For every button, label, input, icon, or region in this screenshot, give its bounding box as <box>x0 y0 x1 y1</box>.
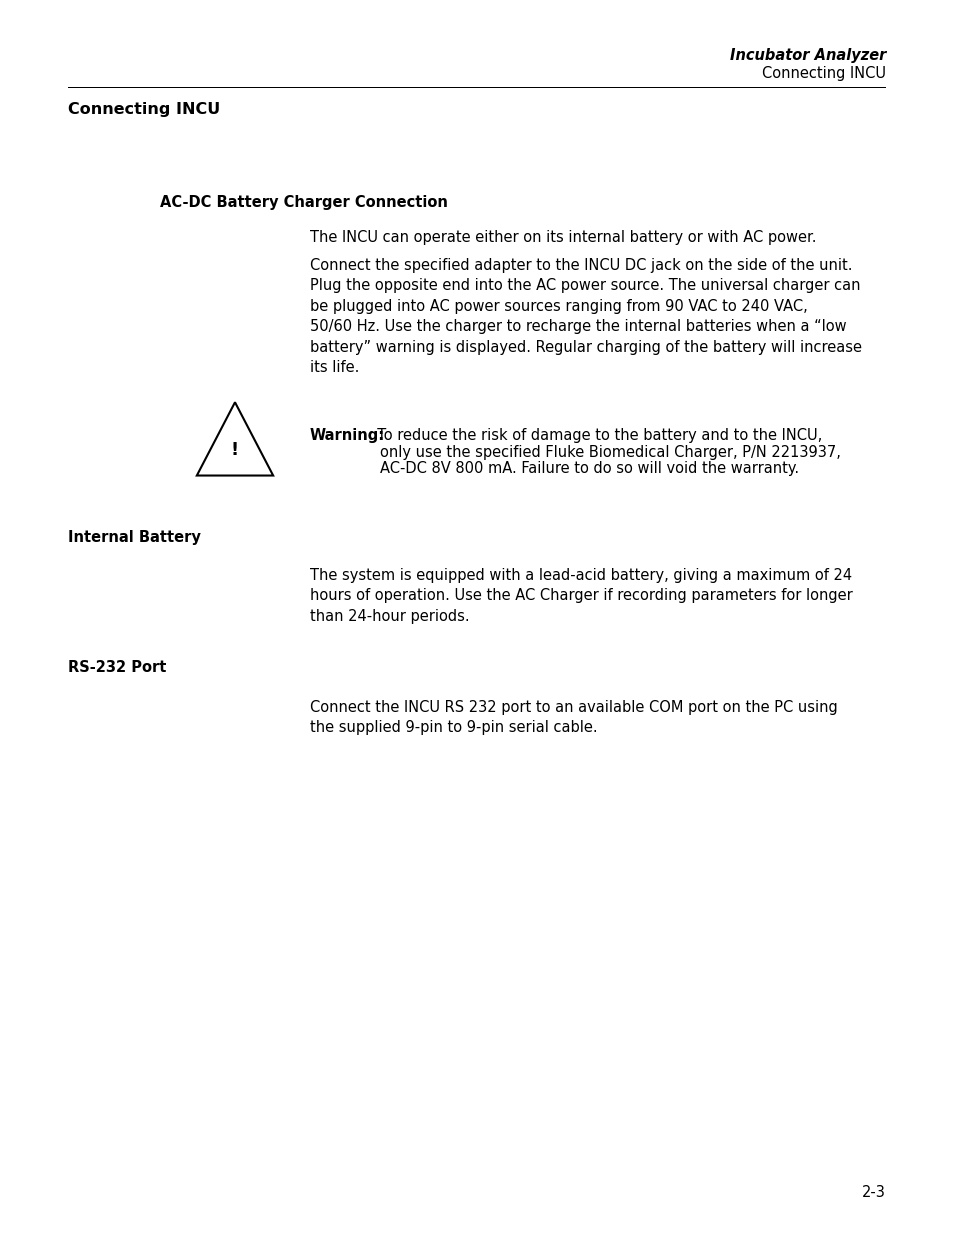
Text: The system is equipped with a lead-acid battery, giving a maximum of 24
hours of: The system is equipped with a lead-acid … <box>310 568 852 624</box>
Text: The INCU can operate either on its internal battery or with AC power.: The INCU can operate either on its inter… <box>310 230 816 245</box>
Text: AC-DC 8V 800 mA. Failure to do so will void the warranty.: AC-DC 8V 800 mA. Failure to do so will v… <box>379 461 799 475</box>
Text: only use the specified Fluke Biomedical Charger, P/N 2213937,: only use the specified Fluke Biomedical … <box>379 445 840 459</box>
Text: !: ! <box>231 441 239 459</box>
Text: Connecting INCU: Connecting INCU <box>68 103 220 117</box>
Text: Connect the specified adapter to the INCU DC jack on the side of the unit.
Plug : Connect the specified adapter to the INC… <box>310 258 862 375</box>
Text: AC-DC Battery Charger Connection: AC-DC Battery Charger Connection <box>160 195 447 210</box>
Text: To reduce the risk of damage to the battery and to the INCU,: To reduce the risk of damage to the batt… <box>368 429 821 443</box>
Text: RS-232 Port: RS-232 Port <box>68 659 166 676</box>
Text: Warning:: Warning: <box>310 429 385 443</box>
Text: 2-3: 2-3 <box>862 1186 885 1200</box>
Text: Incubator Analyzer: Incubator Analyzer <box>729 48 885 63</box>
Text: Internal Battery: Internal Battery <box>68 530 201 545</box>
Text: Connecting INCU: Connecting INCU <box>761 65 885 82</box>
Text: Connect the INCU RS 232 port to an available COM port on the PC using
the suppli: Connect the INCU RS 232 port to an avail… <box>310 700 837 735</box>
